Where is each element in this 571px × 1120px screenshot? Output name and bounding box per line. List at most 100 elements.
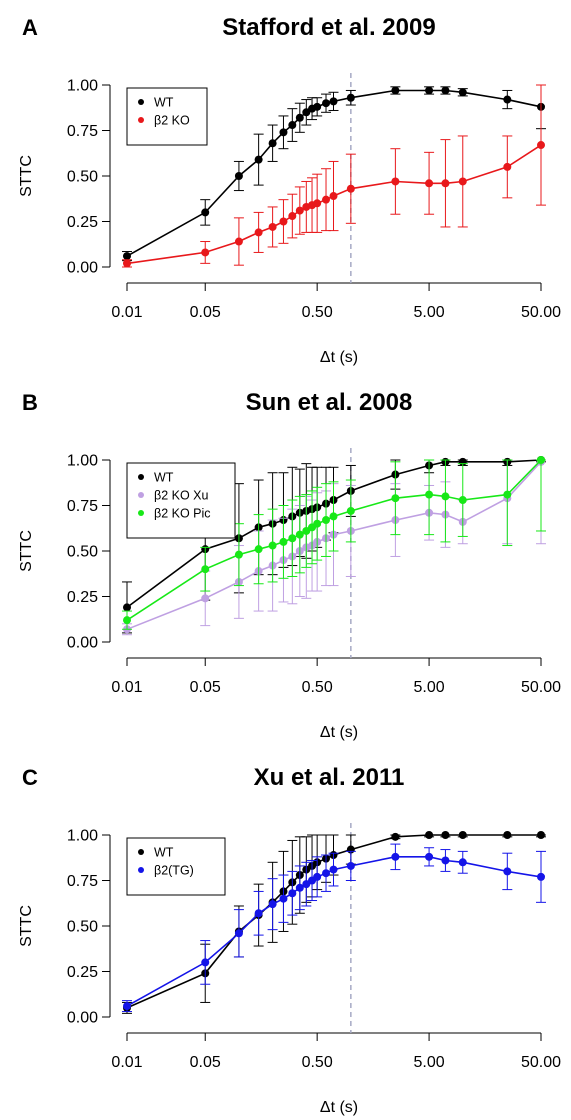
data-point: [295, 113, 304, 122]
data-point: [458, 831, 467, 839]
legend: WT β2 KO Xu β2 KO Pic: [126, 462, 236, 539]
data-point: [346, 861, 355, 870]
x-tick-label: 5.00: [414, 1054, 445, 1071]
x-tick-label: 50.00: [521, 679, 561, 696]
data-point: [329, 512, 338, 521]
legend-box: [126, 87, 208, 146]
panel-b: B Sun et al. 2008 0.00 0.25 0.50 0.75 1.00 STTC…: [18, 389, 561, 741]
data-point: [288, 121, 297, 130]
data-point: [123, 252, 131, 261]
data-point: [441, 831, 450, 839]
legend-entry: β2 KO: [154, 114, 190, 128]
data-point: [201, 594, 210, 603]
data-point: [279, 537, 288, 546]
y-tick-label: 1.00: [67, 78, 98, 95]
y-axis-label: STTC: [18, 905, 35, 947]
data-point: [279, 894, 288, 903]
legend: WT β2 KO: [126, 87, 208, 146]
data-point: [302, 526, 311, 535]
x-tick-label: 0.50: [302, 1054, 333, 1071]
series-2: [122, 456, 546, 630]
data-point: [391, 494, 400, 503]
data-point: [313, 872, 322, 881]
data-point: [391, 177, 400, 186]
data-point: [503, 162, 512, 171]
x-tick-label: 5.00: [414, 304, 445, 321]
panel-label: B: [22, 390, 38, 415]
data-point: [537, 872, 545, 881]
data-point: [295, 206, 304, 215]
data-point: [254, 909, 263, 918]
y-axis-label: STTC: [18, 155, 35, 197]
data-point: [329, 192, 338, 201]
data-point: [268, 222, 277, 231]
y-tick-label: 0.25: [67, 214, 98, 231]
data-point: [268, 900, 277, 909]
y-axis-label: STTC: [18, 530, 35, 572]
legend-marker: [138, 492, 144, 498]
data-point: [268, 541, 277, 550]
data-point: [425, 179, 434, 188]
chart-title: Xu et al. 2011: [254, 764, 405, 791]
x-axis-label: Δt (s): [320, 1099, 358, 1116]
data-point: [322, 869, 331, 878]
data-point: [329, 865, 338, 874]
data-point: [123, 1002, 131, 1011]
chart-title: Sun et al. 2008: [246, 389, 413, 416]
data-point: [313, 102, 322, 111]
data-point: [458, 88, 467, 97]
legend-marker: [138, 99, 144, 105]
data-point: [322, 195, 331, 204]
data-point: [441, 492, 450, 501]
y-tick-label: 0.00: [67, 260, 98, 277]
data-point: [425, 490, 434, 499]
data-point: [346, 506, 355, 515]
chart-title: Stafford et al. 2009: [222, 14, 435, 41]
data-point: [201, 958, 210, 967]
legend-box: [126, 462, 236, 539]
data-point: [503, 831, 512, 839]
data-point: [201, 208, 210, 217]
legend-marker: [138, 510, 144, 516]
y-tick-label: 0.75: [67, 498, 98, 515]
y-tick-label: 1.00: [67, 828, 98, 845]
data-point: [234, 929, 243, 938]
data-point: [123, 603, 131, 612]
legend-entry: WT: [154, 471, 174, 485]
data-point: [322, 516, 331, 525]
data-point: [234, 550, 243, 559]
data-point: [425, 86, 434, 95]
legend-entry: β2(TG): [154, 864, 194, 878]
x-tick-label: 0.05: [190, 1054, 221, 1071]
data-point: [201, 248, 210, 257]
y-tick-label: 0.25: [67, 964, 98, 981]
data-point: [279, 128, 288, 137]
data-point: [302, 880, 311, 889]
data-point: [441, 86, 450, 95]
data-point: [288, 889, 297, 898]
data-point: [254, 545, 263, 554]
panel-label: A: [22, 15, 38, 40]
legend-marker: [138, 117, 144, 123]
data-point: [441, 179, 450, 188]
x-tick-label: 0.05: [190, 304, 221, 321]
x-tick-label: 5.00: [414, 679, 445, 696]
data-point: [503, 95, 512, 104]
data-point: [322, 99, 331, 108]
data-point: [391, 832, 400, 841]
data-point: [313, 199, 322, 208]
y-tick-label: 0.75: [67, 123, 98, 140]
legend-marker: [138, 849, 144, 855]
y-tick-label: 0.75: [67, 873, 98, 890]
data-point: [503, 867, 512, 876]
y-tick-label: 0.00: [67, 1010, 98, 1027]
series-1: [122, 84, 546, 268]
x-tick-label: 0.50: [302, 679, 333, 696]
data-point: [123, 259, 131, 268]
x-tick-label: 0.01: [111, 1054, 142, 1071]
data-point: [288, 212, 297, 221]
data-point: [201, 565, 210, 574]
x-tick-label: 0.01: [111, 679, 142, 696]
data-point: [458, 496, 467, 505]
